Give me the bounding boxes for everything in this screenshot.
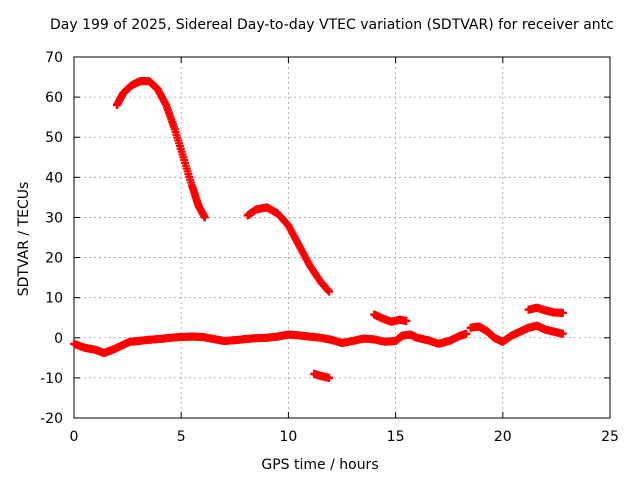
y-tick-label: -10 <box>40 371 63 387</box>
chart-title: Day 199 of 2025, Sidereal Day-to-day VTE… <box>50 17 614 33</box>
plot-border <box>73 56 611 419</box>
data-point <box>325 287 334 296</box>
data-point <box>558 308 567 317</box>
y-tick-label: 40 <box>45 170 63 186</box>
x-axis-label: GPS time / hours <box>261 457 379 473</box>
y-tick-label: 50 <box>45 130 63 146</box>
x-tick-label: 25 <box>601 429 619 445</box>
y-tick-label: 30 <box>45 210 63 226</box>
data-point <box>558 329 567 338</box>
y-tick-label: 60 <box>45 90 63 106</box>
y-tick-label: 70 <box>45 50 63 66</box>
x-tick-label: 0 <box>70 429 79 445</box>
data-point <box>402 316 411 325</box>
y-tick-label: 0 <box>54 331 63 347</box>
y-tick-label: -20 <box>40 411 63 427</box>
data-point <box>462 329 471 338</box>
y-tick-label: 10 <box>45 291 63 307</box>
x-tick-label: 15 <box>387 429 405 445</box>
data-point <box>200 213 209 222</box>
x-tick-label: 10 <box>279 429 297 445</box>
x-tick-label: 5 <box>177 429 186 445</box>
y-axis-label: SDTVAR / TECUs <box>16 181 32 297</box>
data-point <box>325 373 334 382</box>
y-tick-label: 20 <box>45 251 63 267</box>
x-tick-label: 20 <box>494 429 512 445</box>
